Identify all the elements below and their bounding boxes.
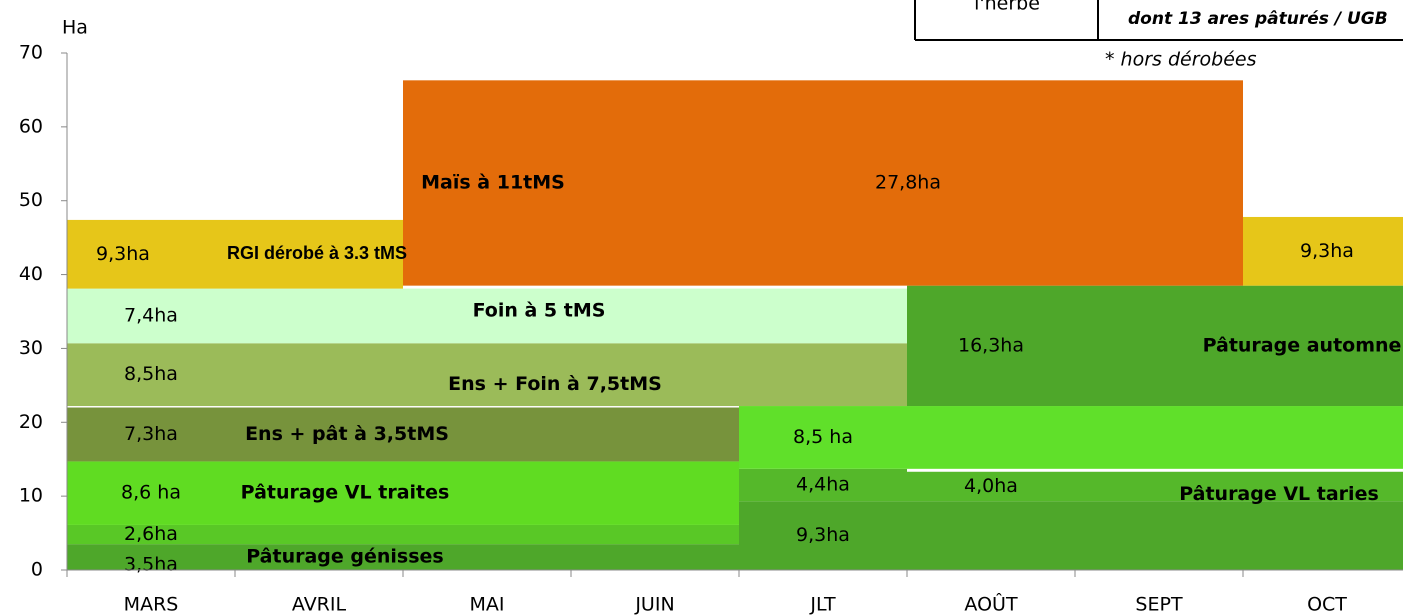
block-name: Pâturage génisses — [246, 546, 443, 568]
y-tick-label: 10 — [19, 485, 43, 507]
y-tick-label: 20 — [19, 411, 43, 433]
block — [739, 468, 907, 502]
block-name: Pâturage VL traites — [241, 482, 450, 504]
x-tick-label: JUIN — [634, 594, 674, 615]
block — [739, 406, 1403, 469]
table-cell: dont 13 ares pâturés / UGB — [1128, 9, 1388, 29]
block — [67, 524, 739, 545]
x-tick-label: SEPT — [1135, 594, 1183, 615]
value-label: 7,4ha — [124, 304, 178, 326]
value-label: 9,3ha — [796, 524, 850, 546]
block-name: Ens + Foin à 7,5tMS — [448, 373, 662, 395]
block-name: Pâturage automne — [1203, 334, 1402, 356]
block-name: Ens + pât à 3,5tMS — [245, 423, 449, 445]
value-label: 7,3ha — [124, 423, 178, 445]
table-cell: l'herbe — [974, 0, 1040, 15]
value-label: 3,5ha — [124, 554, 178, 576]
x-tick-label: MARS — [124, 594, 179, 615]
value-label: 2,6ha — [124, 523, 178, 545]
block — [67, 461, 739, 525]
value-label: 9,3ha — [1300, 240, 1354, 262]
block — [67, 544, 739, 570]
value-label: 16,3ha — [958, 334, 1024, 356]
value-label: 8,5ha — [124, 363, 178, 385]
x-tick-label: OCT — [1307, 594, 1347, 615]
value-label: 27,8ha — [875, 171, 941, 193]
block — [1243, 216, 1403, 286]
value-label: 9,3ha — [96, 243, 150, 265]
block — [403, 80, 1243, 286]
blocks — [67, 80, 1403, 570]
y-tick-label: 70 — [19, 42, 43, 64]
y-tick-label: 30 — [19, 337, 43, 359]
value-label: 8,6 ha — [121, 482, 181, 504]
value-label: 4,0ha — [964, 475, 1018, 497]
block — [907, 471, 1403, 502]
y-tick-label: 0 — [31, 559, 43, 581]
y-tick-label: 60 — [19, 115, 43, 137]
block — [67, 288, 907, 344]
y-axis-label: Ha — [62, 17, 88, 39]
x-tick-label: MAI — [470, 594, 505, 615]
block — [739, 501, 1403, 570]
y-tick-label: 40 — [19, 263, 43, 285]
block — [67, 343, 907, 407]
block-name: Pâturage VL taries — [1179, 483, 1379, 505]
value-label: 4,4ha — [796, 474, 850, 496]
block-name: Foin à 5 tMS — [473, 299, 606, 321]
x-tick-label: AVRIL — [292, 594, 347, 615]
block — [67, 407, 739, 462]
x-tick-label: JLT — [809, 594, 836, 615]
block-name: Maïs à 11tMS — [421, 171, 565, 193]
block — [67, 219, 403, 289]
y-tick-label: 50 — [19, 189, 43, 211]
x-tick-label: AOÛT — [964, 592, 1018, 615]
block — [907, 285, 1403, 407]
value-label: 8,5 ha — [793, 426, 853, 448]
footnote: * hors dérobées — [1105, 49, 1257, 71]
block-name: RGI dérobé à 3.3 tMS — [227, 243, 407, 263]
